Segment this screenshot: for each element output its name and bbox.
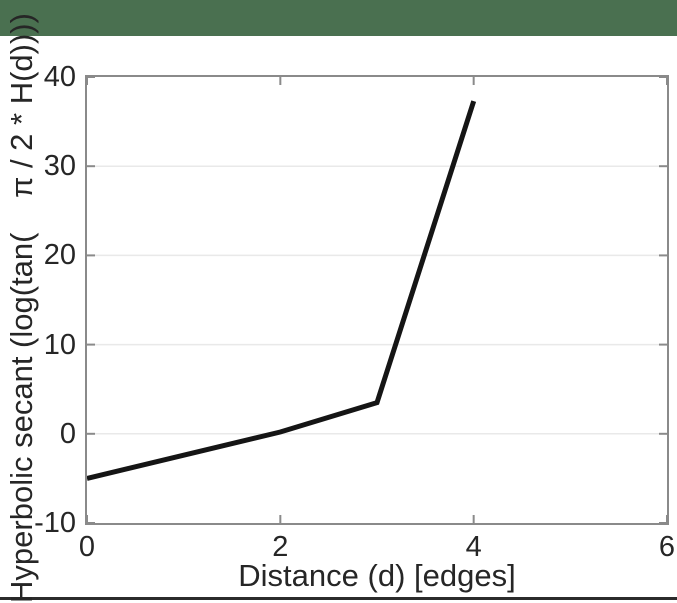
x-tick-label: 4 (465, 531, 482, 563)
y-tick-label: 10 (43, 328, 76, 361)
y-tick-label: 30 (43, 150, 76, 183)
top-green-bar (0, 0, 677, 36)
x-axis-label: Distance (d) [edges] (238, 558, 516, 593)
bottom-black-bar (0, 597, 677, 600)
y-axis-label: Hyperbolic secant (log(tan( π / 2 * H(d)… (4, 13, 39, 603)
x-tick-label: 6 (658, 531, 676, 563)
y-tick-label: 0 (59, 417, 76, 450)
x-tick-label: 0 (78, 531, 96, 563)
y-tick-label: 40 (43, 61, 76, 93)
y-tick-label: 20 (43, 239, 76, 272)
plot-canvas (87, 77, 667, 523)
data-line (87, 100, 477, 481)
plot-area (85, 75, 669, 525)
x-tick-label: 2 (272, 531, 289, 563)
y-tick-label: -10 (34, 507, 76, 539)
